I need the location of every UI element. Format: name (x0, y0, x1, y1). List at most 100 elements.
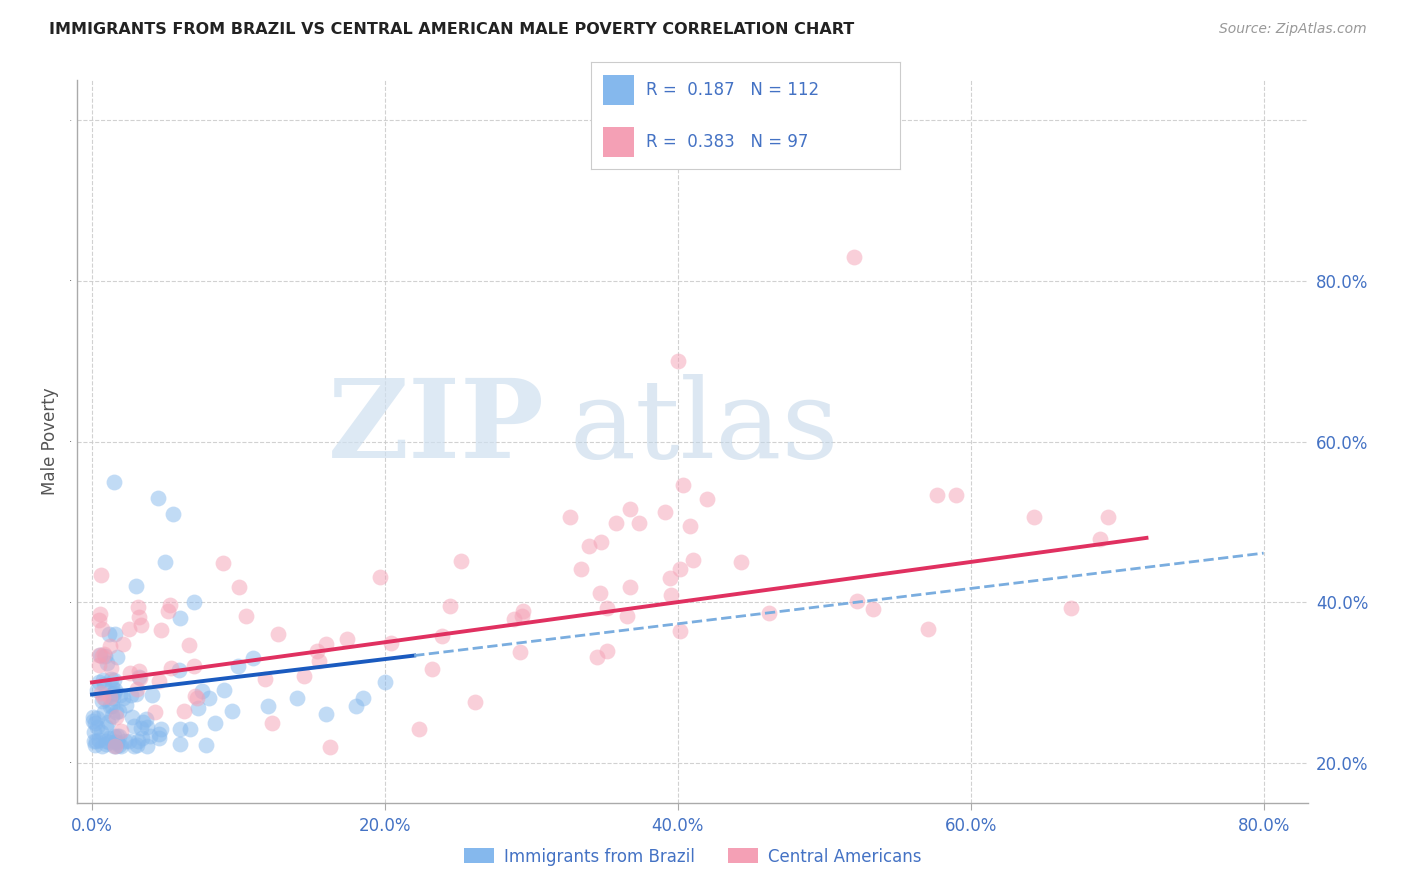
Point (267, 627, 290, 641)
Text: ZIP: ZIP (328, 374, 546, 481)
Point (129, 618, 152, 632)
Point (114, 734, 136, 748)
Point (103, 673, 125, 688)
Point (107, 649, 129, 664)
Point (83, 734, 105, 748)
Point (159, 661, 181, 675)
Point (179, 638, 201, 652)
Point (730, 555, 752, 569)
Point (86, 720, 108, 734)
Point (127, 599, 149, 614)
Bar (603, 75, 634, 105)
Point (96, 720, 118, 734)
Point (179, 722, 201, 736)
Point (83, 739, 105, 753)
Point (510, 609, 533, 624)
Point (146, 491, 169, 505)
Point (108, 705, 131, 719)
Point (696, 491, 718, 506)
Point (105, 739, 128, 754)
Legend: Immigrants from Brazil, Central Americans: Immigrants from Brazil, Central American… (456, 839, 929, 874)
Point (315, 707, 337, 722)
Point (159, 598, 181, 612)
Point (344, 699, 367, 714)
Point (89, 648, 111, 663)
Point (627, 516, 650, 530)
Point (100, 709, 122, 723)
Point (128, 664, 150, 678)
Point (108, 738, 131, 752)
Point (318, 739, 340, 754)
Text: R =  0.187   N = 112: R = 0.187 N = 112 (647, 81, 820, 99)
Point (221, 704, 243, 718)
Point (260, 716, 283, 731)
Point (124, 687, 146, 701)
Point (82, 710, 104, 724)
Point (256, 699, 278, 714)
Point (98, 639, 121, 653)
Y-axis label: Male Poverty: Male Poverty (41, 388, 59, 495)
Point (84, 734, 107, 748)
Point (89, 607, 111, 621)
Point (94, 648, 117, 663)
Point (94, 738, 117, 752)
Point (110, 724, 132, 739)
Text: Source: ZipAtlas.com: Source: ZipAtlas.com (1219, 22, 1367, 37)
Point (118, 733, 141, 747)
Point (352, 691, 374, 706)
Point (93, 673, 115, 687)
Point (374, 675, 396, 690)
Point (98, 731, 121, 746)
Point (285, 691, 308, 706)
Point (1088, 532, 1111, 546)
Point (945, 488, 967, 502)
Point (682, 553, 704, 567)
Point (104, 735, 127, 749)
Point (131, 721, 153, 735)
Point (148, 674, 170, 689)
Point (101, 680, 124, 694)
Point (120, 665, 142, 680)
Point (105, 729, 128, 743)
Point (439, 599, 461, 613)
Point (235, 608, 257, 623)
Point (148, 731, 170, 746)
Point (122, 719, 145, 733)
Point (578, 539, 600, 553)
Point (90, 725, 112, 739)
Point (114, 698, 136, 712)
Point (169, 722, 191, 736)
Point (103, 686, 125, 700)
Point (110, 739, 132, 754)
Point (86, 682, 108, 697)
Point (336, 632, 359, 647)
Point (118, 622, 141, 636)
Point (89, 613, 111, 627)
Text: atlas: atlas (569, 374, 839, 481)
Point (204, 715, 226, 730)
Point (128, 609, 150, 624)
Point (97, 715, 120, 730)
Point (672, 477, 695, 491)
Point (927, 488, 949, 502)
Point (654, 504, 676, 518)
Point (368, 570, 391, 584)
Point (619, 580, 641, 594)
Point (104, 739, 127, 754)
Point (141, 689, 163, 703)
Point (122, 739, 145, 754)
Point (669, 624, 692, 639)
Point (194, 738, 217, 752)
Point (167, 663, 190, 677)
Point (1097, 510, 1119, 524)
Point (89, 648, 111, 662)
Point (616, 608, 638, 623)
Point (108, 729, 131, 743)
Point (96, 656, 118, 670)
Point (408, 722, 430, 736)
Point (150, 722, 173, 736)
Point (104, 627, 127, 641)
Point (104, 705, 127, 719)
Point (596, 601, 619, 615)
Point (103, 475, 125, 489)
